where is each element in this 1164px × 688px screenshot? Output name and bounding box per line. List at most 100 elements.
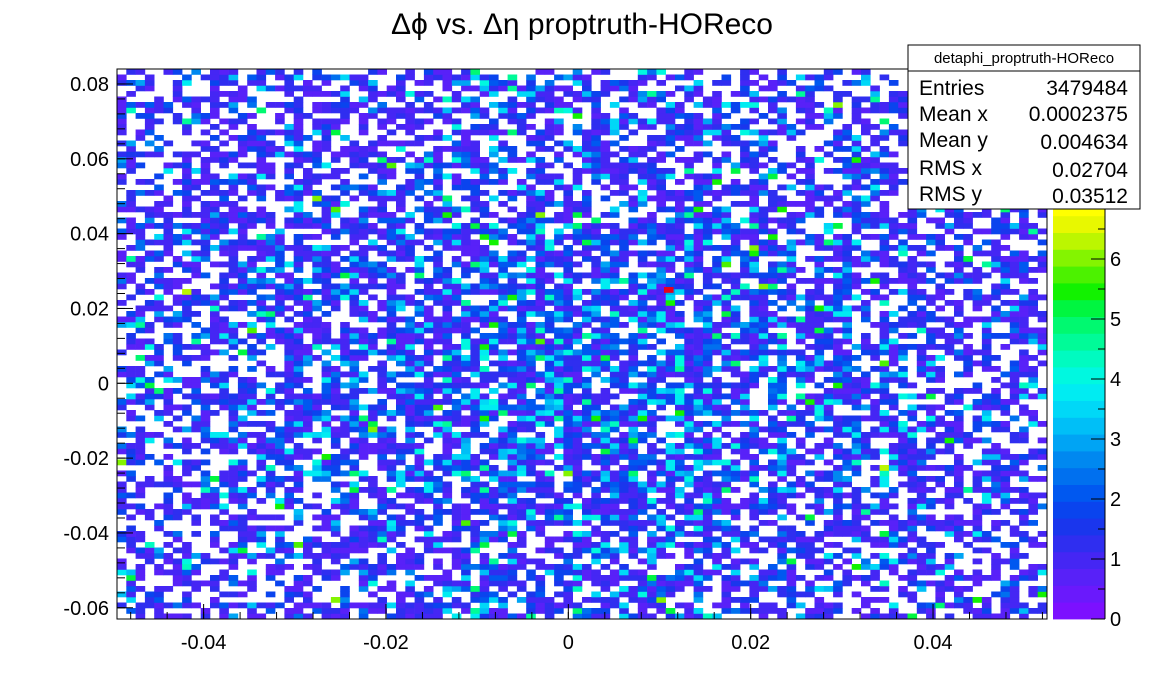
- heatmap-cell: [470, 217, 480, 224]
- heatmap-cell: [833, 349, 843, 356]
- heatmap-cell: [582, 305, 592, 312]
- heatmap-cell: [637, 283, 648, 290]
- heatmap-cell: [396, 525, 406, 532]
- heatmap-cell: [926, 261, 936, 268]
- heatmap-cell: [777, 492, 787, 499]
- heatmap-cell: [358, 448, 369, 455]
- heatmap-cell: [879, 212, 890, 218]
- heatmap-cell: [730, 283, 741, 290]
- heatmap-cell: [451, 327, 462, 334]
- heatmap-cell: [433, 272, 443, 279]
- heatmap-cell: [637, 487, 648, 493]
- heatmap-cell: [182, 234, 192, 240]
- heatmap-cell: [368, 245, 378, 251]
- heatmap-cell: [1009, 382, 1020, 389]
- heatmap-cell: [702, 437, 713, 444]
- heatmap-cell: [851, 564, 862, 570]
- heatmap-cell: [470, 404, 480, 411]
- heatmap-cell: [1000, 212, 1011, 218]
- heatmap-cell: [117, 558, 127, 565]
- heatmap-cell: [702, 371, 713, 378]
- heatmap-cell: [749, 597, 759, 603]
- heatmap-cell: [479, 470, 490, 477]
- heatmap-cell: [693, 261, 704, 268]
- heatmap-cell: [851, 399, 862, 405]
- heatmap-cell: [1019, 322, 1029, 328]
- heatmap-cell: [265, 410, 276, 416]
- heatmap-cell: [442, 300, 453, 306]
- heatmap-cell: [851, 470, 862, 477]
- heatmap-cell: [954, 371, 964, 378]
- heatmap-cell: [135, 443, 146, 449]
- heatmap-cell: [758, 547, 769, 554]
- heatmap-cell: [675, 569, 685, 576]
- heatmap-cell: [730, 322, 741, 328]
- heatmap-cell: [954, 459, 964, 466]
- heatmap-cell: [907, 261, 918, 268]
- heatmap-cell: [907, 536, 918, 543]
- heatmap-cell: [740, 256, 750, 262]
- heatmap-cell: [786, 267, 797, 273]
- heatmap-cell: [191, 465, 201, 471]
- heatmap-cell: [470, 261, 480, 268]
- heatmap-cell: [795, 305, 806, 312]
- heatmap-cell: [303, 223, 313, 229]
- heatmap-cell: [563, 410, 573, 416]
- heatmap-cell: [972, 608, 983, 614]
- heatmap-cell: [721, 547, 732, 554]
- heatmap-cell: [749, 575, 759, 581]
- heatmap-cell: [191, 228, 201, 235]
- heatmap-cell: [544, 327, 555, 334]
- heatmap-cell: [163, 421, 174, 427]
- heatmap-cell: [526, 558, 536, 565]
- heatmap-cell: [758, 272, 769, 279]
- heatmap-cell: [758, 426, 769, 433]
- heatmap-cell: [349, 217, 360, 224]
- heatmap-cell: [200, 300, 211, 306]
- heatmap-cell: [619, 481, 629, 488]
- heatmap-cell: [191, 344, 201, 350]
- heatmap-cell: [516, 355, 527, 361]
- heatmap-cell: [247, 558, 257, 565]
- heatmap-cell: [293, 520, 304, 526]
- heatmap-cell: [256, 443, 267, 449]
- heatmap-cell: [823, 316, 834, 323]
- heatmap-cell: [1028, 305, 1038, 312]
- heatmap-cell: [935, 591, 945, 598]
- heatmap-cell: [814, 316, 825, 323]
- heatmap-cell: [191, 223, 201, 229]
- heatmap-cell: [144, 305, 155, 312]
- heatmap-cell: [935, 272, 945, 279]
- heatmap-cell: [991, 487, 1001, 493]
- heatmap-cell: [321, 382, 332, 389]
- heatmap-cell: [451, 558, 462, 565]
- heatmap-cell: [516, 580, 527, 587]
- heatmap-cell: [702, 410, 713, 416]
- heatmap-cell: [470, 454, 480, 460]
- heatmap-cell: [600, 399, 611, 405]
- heatmap-cell: [554, 608, 564, 614]
- heatmap-cell: [228, 487, 239, 493]
- heatmap-cell: [675, 278, 685, 284]
- heatmap-cell: [237, 382, 248, 389]
- heatmap-cell: [954, 426, 964, 433]
- heatmap-cell: [470, 239, 480, 246]
- heatmap-cell: [888, 234, 899, 240]
- heatmap-cell: [665, 256, 676, 262]
- heatmap-cell: [526, 608, 536, 614]
- heatmap-cell: [851, 415, 862, 422]
- heatmap-cell: [972, 459, 983, 466]
- heatmap-cell: [200, 250, 211, 257]
- heatmap-cell: [591, 217, 601, 224]
- heatmap-cell: [768, 569, 778, 576]
- heatmap-cell: [275, 338, 285, 345]
- heatmap-cell: [600, 564, 611, 570]
- heatmap-cell: [730, 355, 741, 361]
- heatmap-cell: [451, 371, 462, 378]
- heatmap-cell: [154, 564, 164, 570]
- heatmap-cell: [451, 525, 462, 532]
- heatmap-cell: [749, 223, 759, 229]
- heatmap-cell: [721, 459, 732, 466]
- heatmap-cell: [786, 481, 797, 488]
- heatmap-cell: [433, 289, 443, 295]
